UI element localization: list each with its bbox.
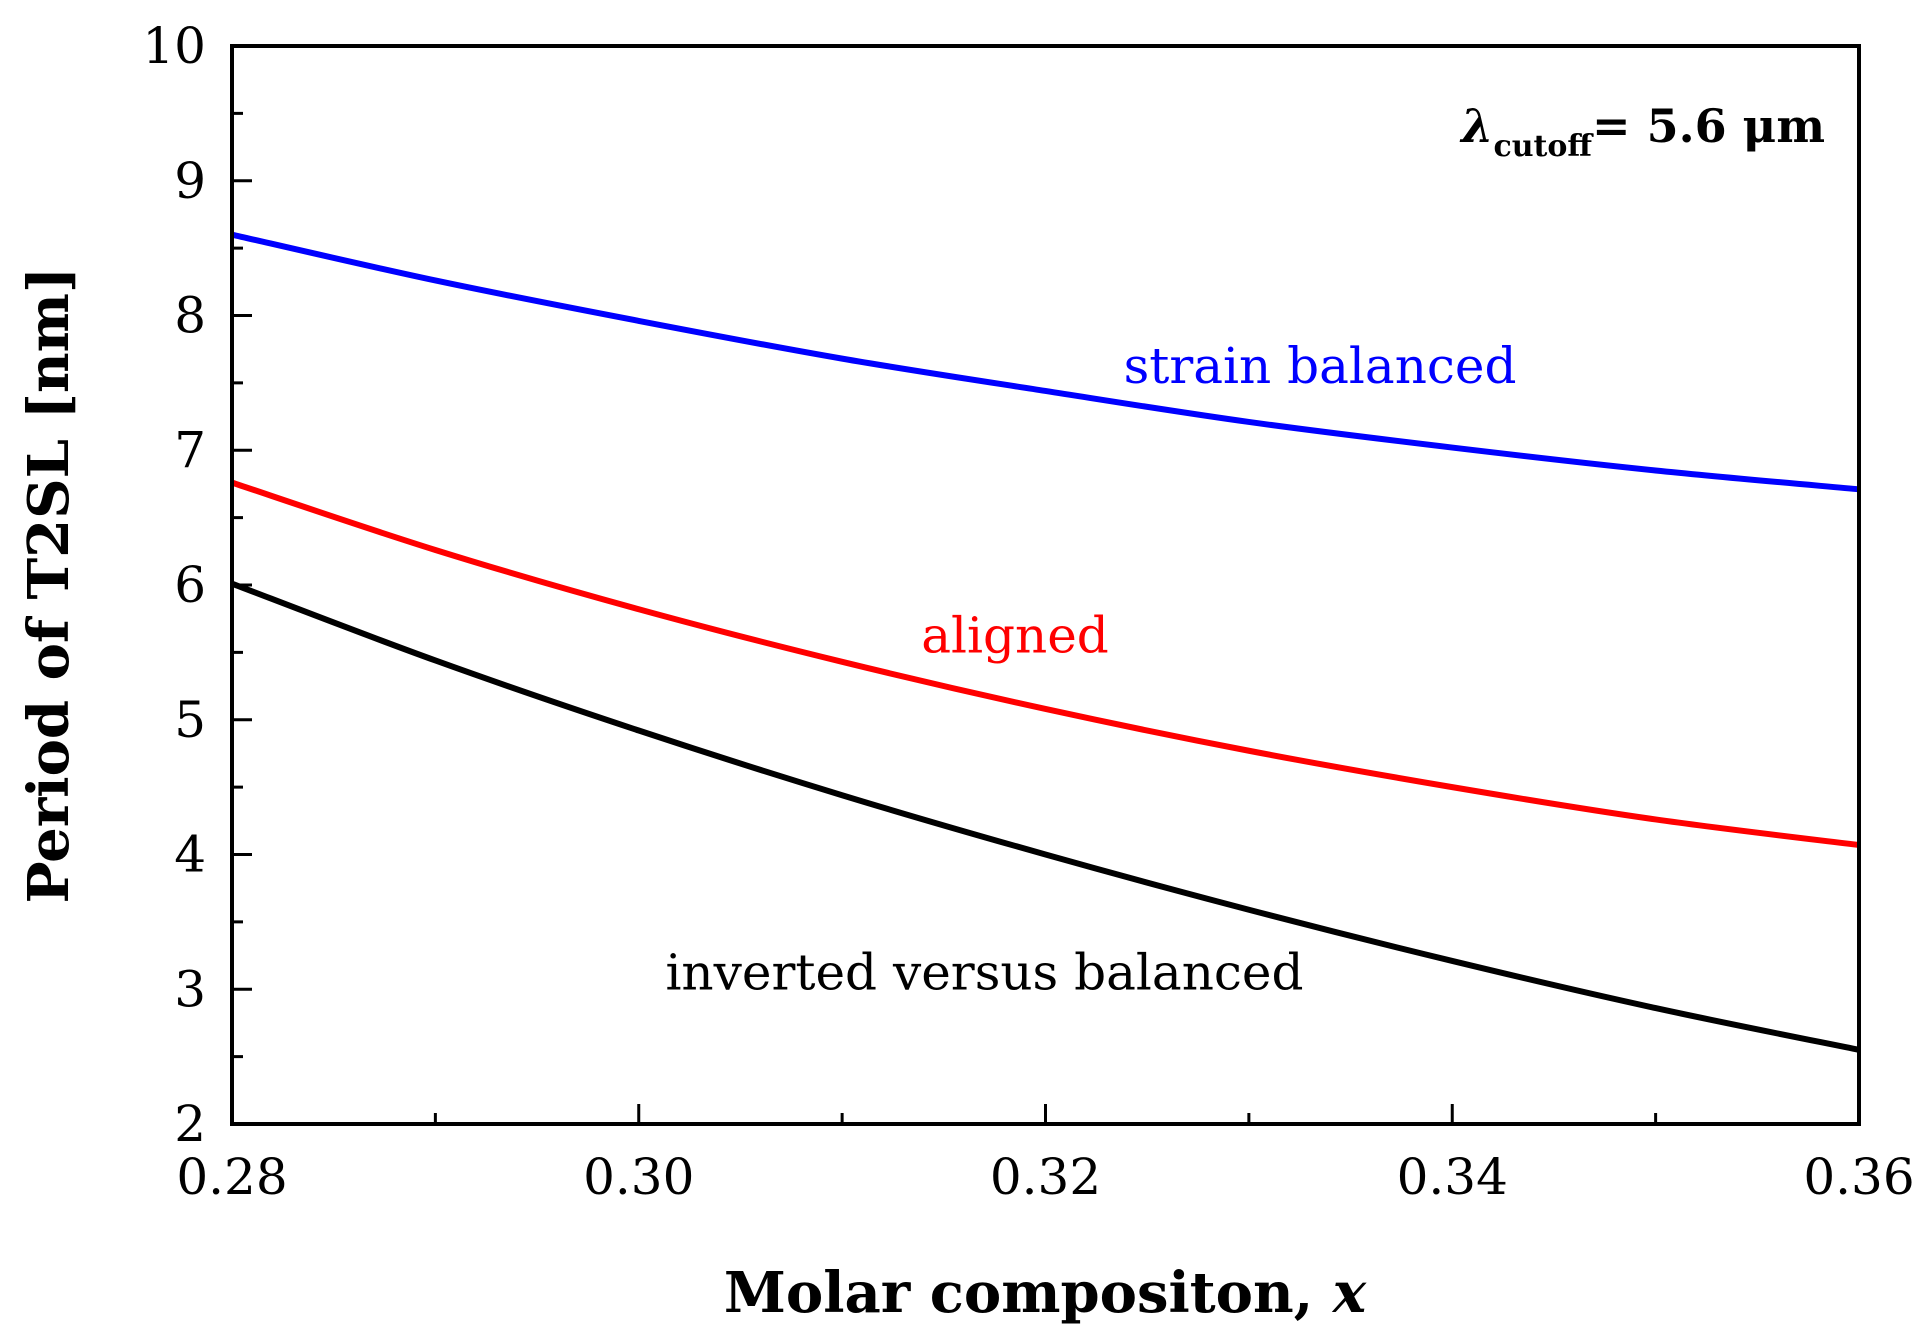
x-axis-title: Molar compositon, x [724,1260,1367,1326]
y-tick-label: 9 [174,152,206,210]
x-tick-label: 0.28 [176,1148,287,1206]
y-tick-label: 3 [174,960,206,1018]
y-tick-label: 5 [174,691,206,749]
lambda-subscript: cutoff [1493,129,1594,164]
series-label-2: inverted versus balanced [665,943,1303,1001]
series-label-1: aligned [921,606,1109,664]
y-tick-label: 4 [174,826,206,884]
y-axis-title: Period of T2SL [nm] [16,267,82,904]
y-tick-label: 8 [174,287,206,345]
y-tick-label: 6 [174,556,206,614]
series-lines [230,231,1860,1053]
x-tick-label: 0.34 [1397,1148,1508,1206]
cutoff-annotation: λcutoff= 5.6 μm [1459,99,1825,164]
x-tick-label: 0.32 [990,1148,1101,1206]
series-label-0: strain balanced [1124,337,1517,395]
series-line-1 [231,479,1860,849]
y-tick-label: 10 [142,17,206,75]
x-axis-variable: x [1332,1260,1367,1326]
cutoff-value: = 5.6 μm [1592,99,1825,153]
lambda-symbol: λ [1459,99,1493,153]
labels: 0.28 0.30 0.32 0.34 0.36 2 3 4 5 6 7 8 9 10 strain bal… [142,17,1914,1206]
x-tick-label: 0.36 [1803,1148,1914,1206]
y-tick-label: 2 [174,1095,206,1153]
plot-frame [230,44,1861,1126]
series-line-0 [231,231,1860,493]
series-line-2 [230,580,1860,1053]
y-tick-label: 7 [174,421,206,479]
x-tick-label: 0.30 [583,1148,694,1206]
